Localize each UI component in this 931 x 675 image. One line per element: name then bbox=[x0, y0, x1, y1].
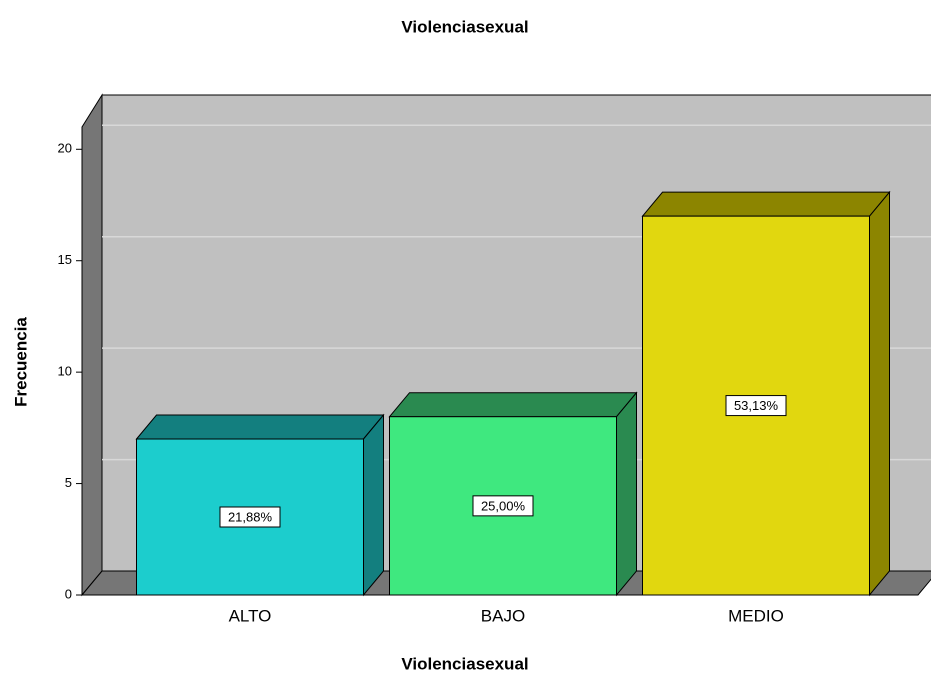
bar-side bbox=[616, 391, 637, 597]
chart-title: Violenciasexual bbox=[401, 17, 528, 36]
data-label: 53,13% bbox=[734, 398, 779, 413]
x-tick-label: ALTO bbox=[229, 606, 272, 625]
x-tick-label: BAJO bbox=[481, 606, 525, 625]
y-axis-label: Frecuencia bbox=[11, 317, 30, 407]
bar-side bbox=[363, 413, 384, 597]
bar-top bbox=[388, 392, 638, 418]
bar-top bbox=[135, 414, 385, 440]
bar-side bbox=[869, 190, 890, 597]
y-tick-label: 20 bbox=[58, 141, 72, 156]
bar-top bbox=[641, 191, 891, 217]
data-label-box bbox=[472, 495, 534, 517]
y-tick-label: 15 bbox=[58, 252, 72, 267]
side-wall bbox=[81, 93, 103, 597]
data-label: 21,88% bbox=[228, 509, 273, 524]
y-tick-label: 10 bbox=[58, 364, 72, 379]
x-tick-label: MEDIO bbox=[728, 606, 784, 625]
data-label-box bbox=[725, 395, 787, 417]
y-tick-label: 5 bbox=[65, 475, 72, 490]
data-label-box bbox=[219, 506, 281, 528]
data-label: 25,00% bbox=[481, 498, 526, 513]
y-tick-label: 0 bbox=[65, 586, 72, 601]
x-axis-label: Violenciasexual bbox=[401, 654, 528, 673]
